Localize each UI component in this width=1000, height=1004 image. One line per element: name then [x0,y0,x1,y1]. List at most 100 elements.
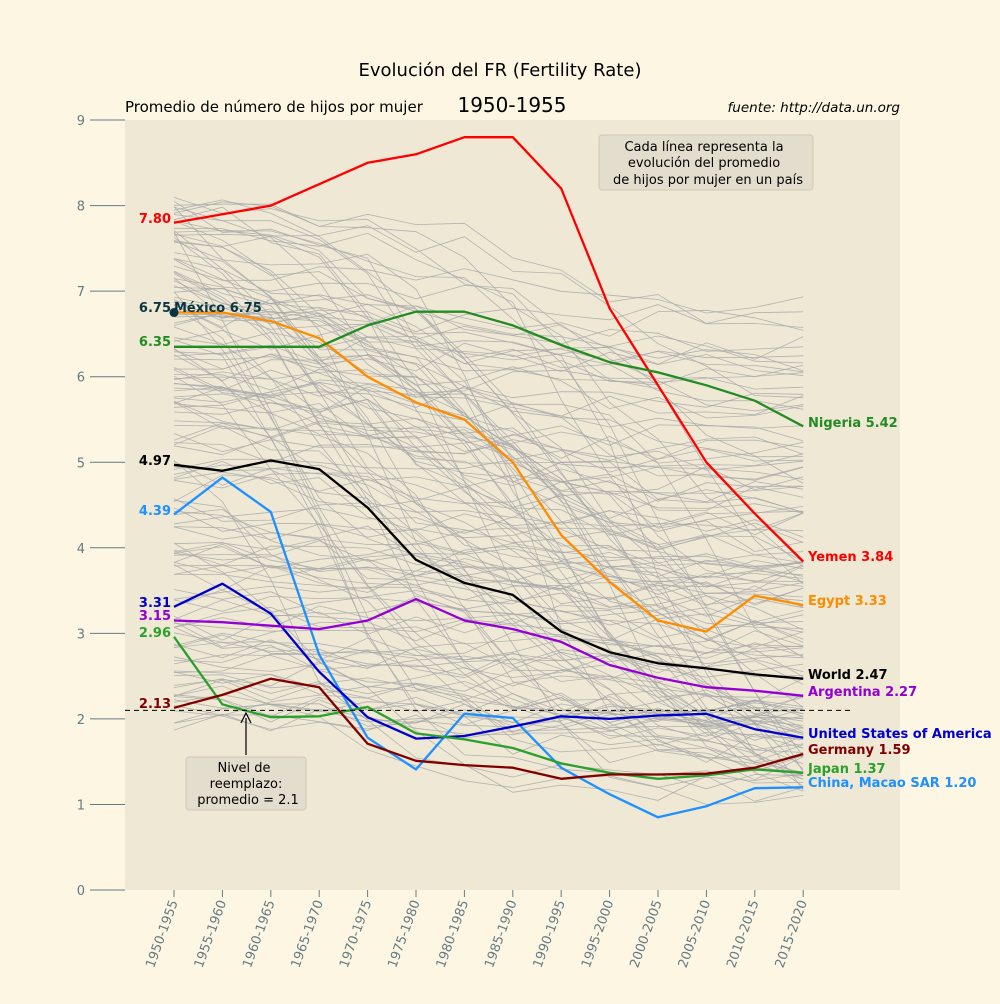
background-country-line [173,203,804,324]
background-country-line [173,230,804,773]
highlight-marker [169,308,179,318]
series-end-label: Argentina 2.27 [808,685,917,700]
x-tick-label: 1965-1970 [289,898,327,970]
background-country-line [173,564,804,593]
series-line-1 [174,311,804,633]
background-country-line [173,425,804,715]
background-country-line [173,201,804,568]
y-tick-label: 1 [77,798,85,813]
background-country-line [173,342,804,372]
background-country-line [173,573,804,592]
background-country-line [173,506,804,534]
info-box-line-2: evolución del promedio [628,156,780,171]
background-country-line [173,507,804,532]
y-tick-label: 0 [77,884,85,899]
replacement-box-line-1: Nivel de [217,761,270,776]
info-box-line-3: de hijos por mujer en un país [613,173,803,188]
background-country-line [173,508,804,749]
background-country-line [173,471,804,509]
background-country-line [173,200,804,512]
series-labels: Yemen 3.84 7.80 Egypt 3.33 México 6.75 Niger… [139,212,992,791]
background-country-line [173,240,804,753]
series-end-label: Japan 1.37 [807,762,886,777]
series-line-3 [173,459,804,680]
series-line-2 [174,310,804,428]
background-country-line [173,493,804,522]
background-country-line [173,424,804,453]
background-country-line [173,236,804,483]
series-end-label: Germany 1.59 [808,743,911,758]
background-country-line [173,271,804,583]
background-country-line [173,460,804,780]
series-end-label: United States of America [808,727,992,742]
replacement-annotation: Nivel de reemplazo: promedio = 2.1 [125,709,853,811]
background-country-line [173,371,804,458]
background-country-line [173,626,804,721]
background-country-line [173,545,804,570]
background-country-line [173,545,804,577]
background-country-line [173,339,804,763]
background-country-line [173,301,804,640]
series-line-6 [173,597,804,697]
background-country-line [173,630,804,657]
background-country-line [173,670,804,762]
series-start-label: 4.97 [139,454,171,469]
background-country-line [173,369,804,394]
series-start-label: 3.15 [139,609,171,624]
background-country-line [173,584,804,613]
background-country-line [173,366,804,606]
x-tick-label: 1975-1980 [385,898,423,970]
background-country-line [173,499,804,741]
background-country-line [173,197,804,484]
y-tick-label: 7 [77,285,85,300]
background-country-line [173,639,804,665]
background-country-line [173,472,804,765]
background-country-line [173,650,804,728]
annotation-arrowhead [240,711,252,724]
background-country-line [173,400,804,514]
info-box-line-1: Cada línea representa la [624,140,783,155]
x-tick-label: 2010-2015 [724,898,762,970]
background-country-line [173,206,804,495]
x-tick-label: 2015-2020 [773,898,811,970]
background-country-line [173,522,804,553]
background-country-line [173,595,804,623]
background-country-line [173,436,804,714]
series-start-label: 4.39 [139,504,171,519]
background-country-line [173,685,804,805]
background-country-line [173,420,804,513]
x-tick-label: 1995-2000 [579,898,617,970]
series-end-label: China, Macao SAR 1.20 [808,776,976,791]
background-country-line [173,285,804,464]
series-line-4 [173,476,804,819]
background-country-line [173,313,804,386]
background-country-line [173,708,804,736]
series-start-label: 3.31 [139,596,171,611]
background-country-line [173,332,804,562]
background-country-line [173,258,804,383]
highlighted-series [173,136,805,819]
background-country-line [173,399,804,791]
background-country-line [173,294,804,364]
background-country-line [173,301,804,631]
y-tick-label: 9 [77,114,85,129]
x-tick-label: 1970-1975 [337,898,375,970]
series-line-0 [173,136,805,563]
y-tick-label: 5 [77,456,85,471]
background-country-line [173,558,804,577]
background-country-line [173,543,804,781]
chart-period: 1950-1955 [457,93,566,117]
series-end-label: Egypt 3.33 [808,594,887,609]
x-tick-label: 2005-2010 [676,898,714,970]
background-country-line [173,541,804,659]
series-start-label: 6.35 [139,335,171,350]
series-line-8 [173,677,804,780]
series-end-label: Yemen 3.84 [807,550,893,565]
x-tick-label: 1980-1985 [434,898,472,970]
background-country-line [173,304,804,333]
background-country-line [173,354,804,419]
background-country-line [173,694,804,724]
marker-value-label: 6.75 [139,301,171,316]
